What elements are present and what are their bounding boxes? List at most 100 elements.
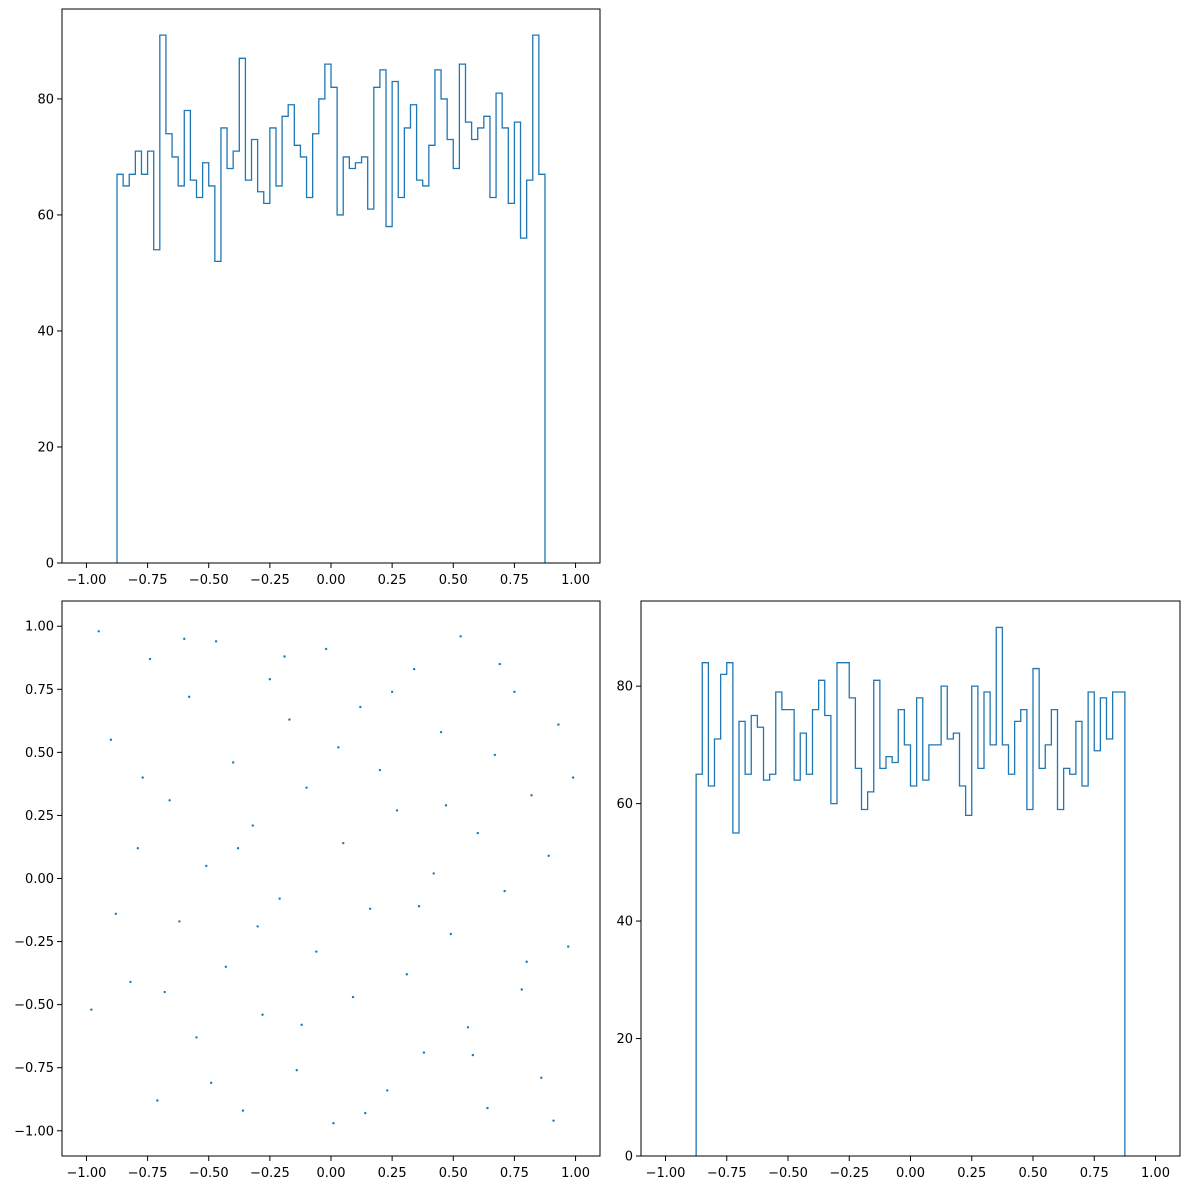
x-tick-label: 0.50 bbox=[1019, 1166, 1048, 1181]
scatter-point bbox=[432, 872, 435, 875]
scatter-point bbox=[283, 655, 286, 658]
scatter-point bbox=[231, 761, 235, 764]
scatter-point bbox=[332, 1122, 335, 1125]
scatter-point bbox=[378, 768, 382, 772]
scatter-point bbox=[571, 776, 575, 779]
scatter-point bbox=[466, 1026, 470, 1029]
scatter-point bbox=[364, 1111, 367, 1115]
scatter-point bbox=[156, 1099, 159, 1102]
scatter-point bbox=[268, 678, 272, 681]
y-tick-label: 80 bbox=[616, 680, 633, 695]
y-tick-label: 40 bbox=[37, 324, 54, 339]
scatter-point bbox=[205, 864, 208, 868]
scatter-point bbox=[305, 786, 308, 789]
scatter-point bbox=[395, 809, 399, 812]
x-tick-label: −0.25 bbox=[250, 1166, 290, 1181]
scatter-point bbox=[141, 776, 144, 779]
scatter-point bbox=[547, 854, 550, 857]
x-tick-label: −0.50 bbox=[768, 1166, 808, 1181]
bottom-right-histogram-panel: −1.00 −0.75 −0.50 −0.25 0.00 0.25 0.50 0.75 1.00… bbox=[616, 600, 1181, 1181]
scatter-point bbox=[324, 647, 328, 651]
scatter-point bbox=[148, 657, 152, 661]
x-tick-label: −0.75 bbox=[128, 1166, 168, 1181]
scatter-point bbox=[129, 980, 132, 984]
scatter-point bbox=[97, 630, 100, 633]
scatter-point bbox=[412, 667, 416, 671]
scatter-point bbox=[183, 637, 186, 641]
scatter-point bbox=[486, 1106, 489, 1110]
x-tick-label: 0.00 bbox=[317, 573, 346, 588]
x-tick-label: −0.25 bbox=[250, 573, 290, 588]
scatter-point bbox=[114, 912, 118, 916]
y-tick-label: 40 bbox=[616, 915, 633, 930]
scatter-point bbox=[342, 841, 345, 845]
scatter-point bbox=[90, 1008, 93, 1011]
top-left-histogram-panel: −1.00 −0.75 −0.50 −0.25 0.00 0.25 0.50 0.75 1.00… bbox=[37, 8, 601, 588]
scatter-point bbox=[530, 794, 533, 797]
scatter-point bbox=[214, 640, 218, 643]
scatter-point bbox=[390, 690, 394, 694]
x-tick-label: −0.25 bbox=[829, 1166, 869, 1181]
scatter-point bbox=[439, 730, 443, 734]
scatter-point bbox=[417, 905, 421, 908]
x-tick-label: −1.00 bbox=[67, 573, 107, 588]
scatter-point bbox=[540, 1076, 543, 1080]
x-tick-label: 0.75 bbox=[500, 573, 529, 588]
x-tick-label: −1.00 bbox=[646, 1166, 686, 1181]
y-tick-label: 60 bbox=[37, 208, 54, 223]
x-tick-label: 0.75 bbox=[500, 1166, 529, 1181]
y-tick-label: −0.75 bbox=[14, 1061, 54, 1076]
scatter-point bbox=[315, 950, 318, 953]
x-tick-label: −1.00 bbox=[67, 1166, 107, 1181]
y-tick-label: 0 bbox=[46, 557, 54, 572]
scatter-point bbox=[405, 973, 409, 976]
scatter-point bbox=[513, 690, 516, 694]
x-tick-label: 0.50 bbox=[439, 573, 468, 588]
scatter-point bbox=[337, 746, 340, 749]
scatter-point bbox=[187, 695, 191, 699]
y-tick-label: 1.00 bbox=[25, 620, 54, 635]
y-tick-label: −0.50 bbox=[14, 998, 54, 1013]
x-tick-label: 1.00 bbox=[1141, 1166, 1170, 1181]
scatter-point bbox=[295, 1069, 298, 1072]
scatter-point bbox=[386, 1089, 389, 1092]
scatter-point bbox=[241, 1109, 245, 1112]
scatter-point bbox=[351, 995, 355, 999]
y-tick-label: 0.50 bbox=[25, 746, 54, 761]
x-tick-label: −0.75 bbox=[128, 573, 168, 588]
y-tick-label: 60 bbox=[616, 797, 633, 812]
scatter-point bbox=[567, 945, 570, 948]
y-tick-label: −0.25 bbox=[14, 935, 54, 950]
scatter-point bbox=[520, 988, 523, 991]
bottom-right-histogram-step-line bbox=[695, 626, 1126, 1156]
bottom-left-scatter-points bbox=[90, 630, 575, 1125]
scatter-point bbox=[552, 1119, 555, 1122]
y-tick-label: −1.00 bbox=[14, 1124, 54, 1139]
x-tick-label: 0.25 bbox=[378, 1166, 407, 1181]
x-tick-label: −0.50 bbox=[189, 573, 229, 588]
x-tick-label: 0.00 bbox=[317, 1166, 346, 1181]
x-tick-label: −0.50 bbox=[189, 1166, 229, 1181]
scatter-point bbox=[109, 738, 113, 741]
y-tick-label: 80 bbox=[37, 92, 54, 107]
scatter-point bbox=[251, 824, 254, 827]
x-tick-label: 0.00 bbox=[896, 1166, 925, 1181]
scatter-point bbox=[300, 1023, 303, 1027]
x-tick-label: 1.00 bbox=[561, 1166, 590, 1181]
x-tick-label: 1.00 bbox=[561, 573, 590, 588]
y-tick-label: 0 bbox=[625, 1150, 633, 1165]
scatter-point bbox=[359, 705, 362, 709]
x-tick-label: 0.25 bbox=[957, 1166, 986, 1181]
scatter-point bbox=[476, 831, 479, 835]
y-tick-label: 0.75 bbox=[25, 683, 54, 698]
scatter-point bbox=[209, 1081, 213, 1085]
scatter-point bbox=[168, 799, 171, 802]
y-tick-label: 20 bbox=[616, 1032, 633, 1047]
scatter-point bbox=[493, 753, 497, 757]
scatter-point bbox=[288, 718, 291, 721]
scatter-point bbox=[471, 1053, 475, 1057]
scatter-point bbox=[459, 635, 462, 638]
scatter-point bbox=[278, 897, 281, 900]
scatter-point bbox=[236, 847, 240, 850]
